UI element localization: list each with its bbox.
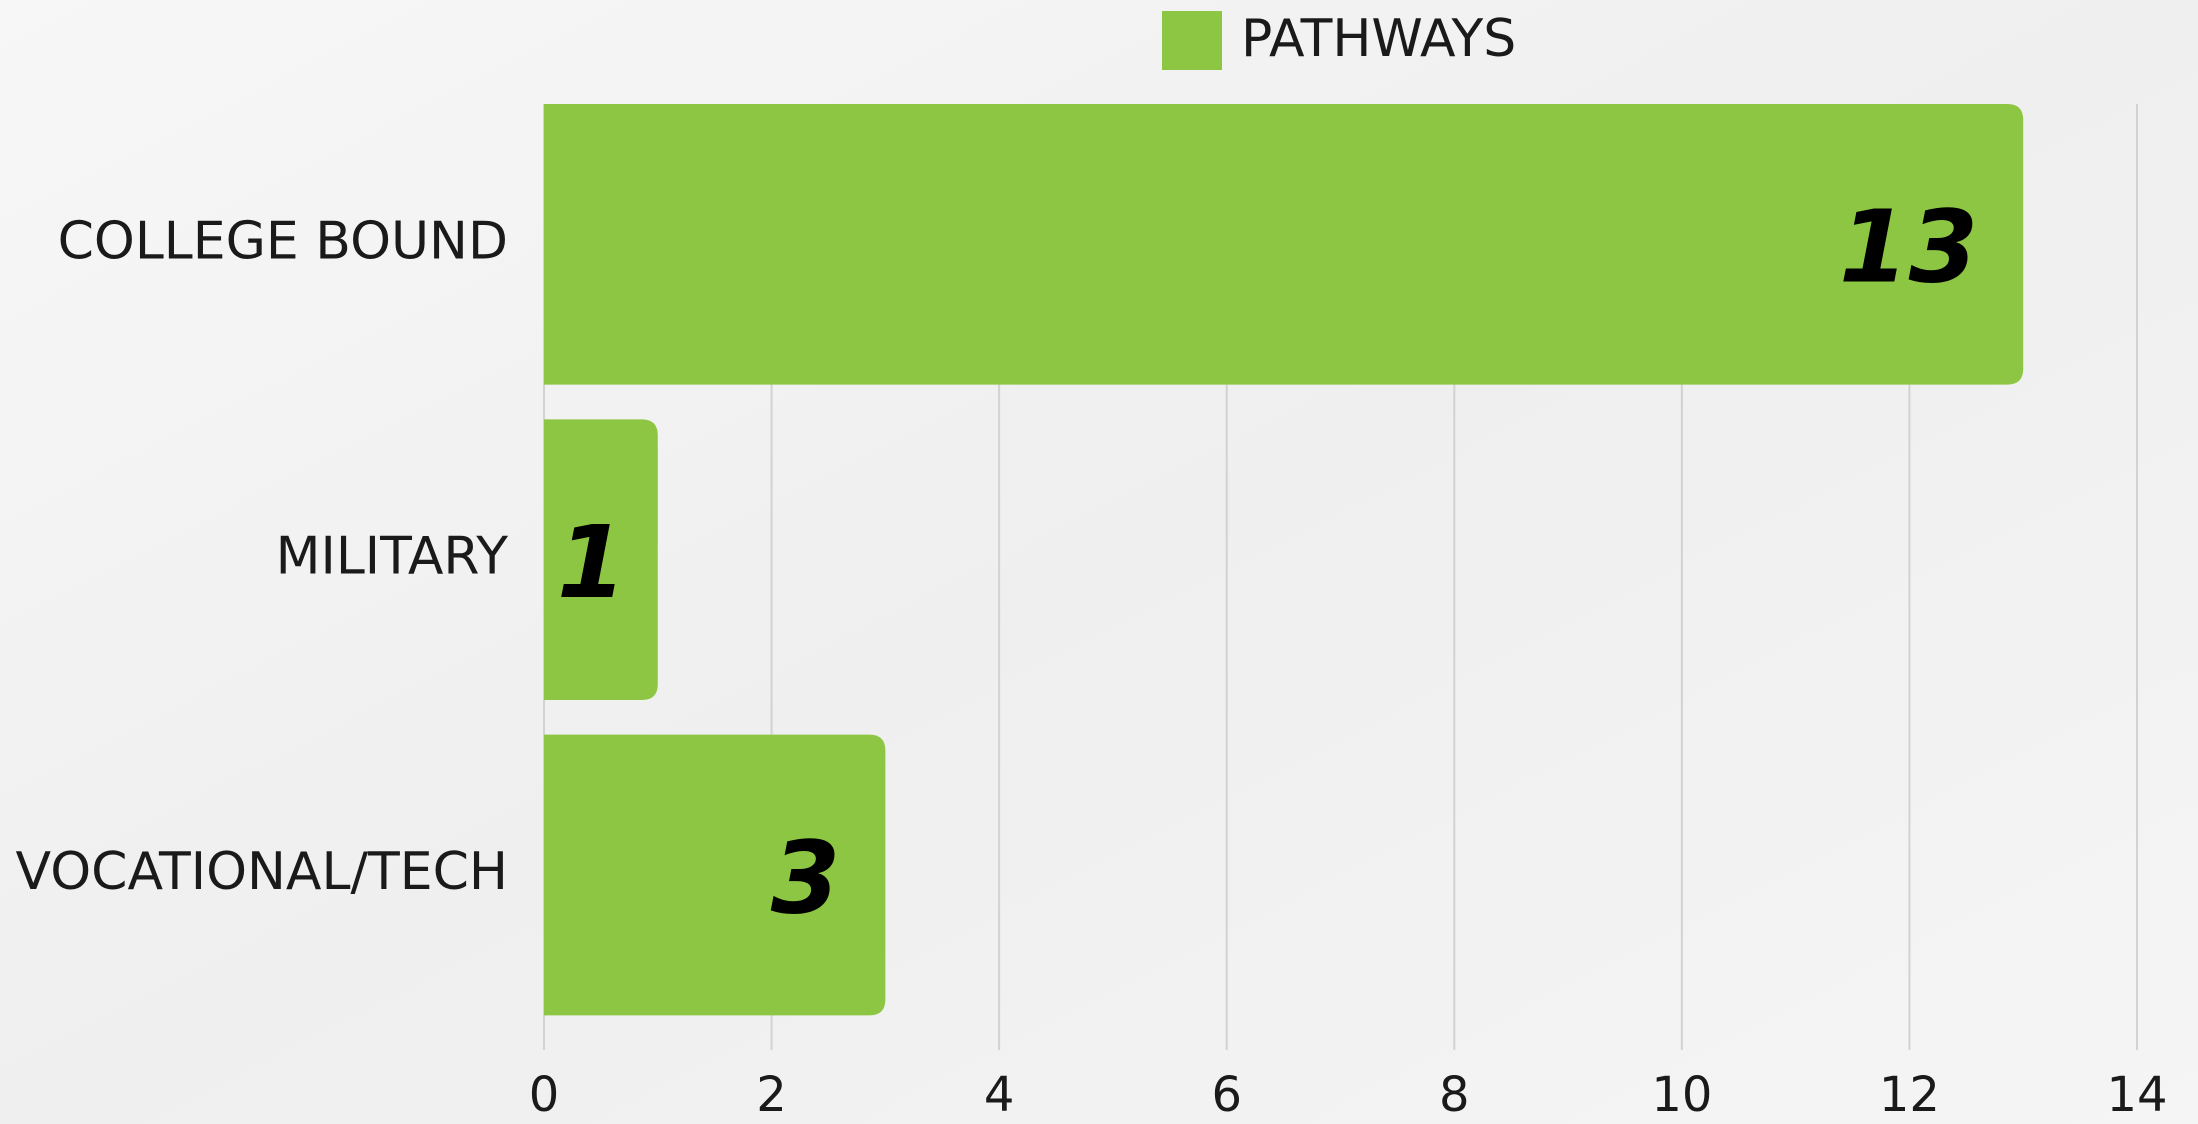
x-tick-label: 0 bbox=[529, 1067, 560, 1123]
legend-label: PATHWAYS bbox=[1241, 9, 1516, 69]
x-tick-label: 2 bbox=[756, 1067, 787, 1123]
x-tick-label: 4 bbox=[984, 1067, 1015, 1123]
data-label: 13 bbox=[1839, 189, 1978, 306]
y-tick-label: VOCATIONAL/TECH bbox=[16, 842, 508, 902]
bar bbox=[544, 419, 658, 700]
legend-swatch bbox=[1162, 11, 1222, 70]
bar bbox=[544, 104, 2024, 385]
bar bbox=[544, 734, 886, 1016]
y-tick-label: COLLEGE BOUND bbox=[58, 211, 508, 271]
x-tick-label: 10 bbox=[1651, 1067, 1712, 1123]
x-tick-label: 8 bbox=[1439, 1067, 1470, 1123]
data-label: 1 bbox=[557, 504, 627, 621]
y-tick-label: MILITARY bbox=[276, 527, 509, 587]
data-label: 3 bbox=[771, 819, 841, 936]
x-tick-label: 6 bbox=[1211, 1067, 1242, 1123]
x-tick-label: 14 bbox=[2106, 1067, 2167, 1123]
x-tick-label: 12 bbox=[1879, 1067, 1940, 1123]
